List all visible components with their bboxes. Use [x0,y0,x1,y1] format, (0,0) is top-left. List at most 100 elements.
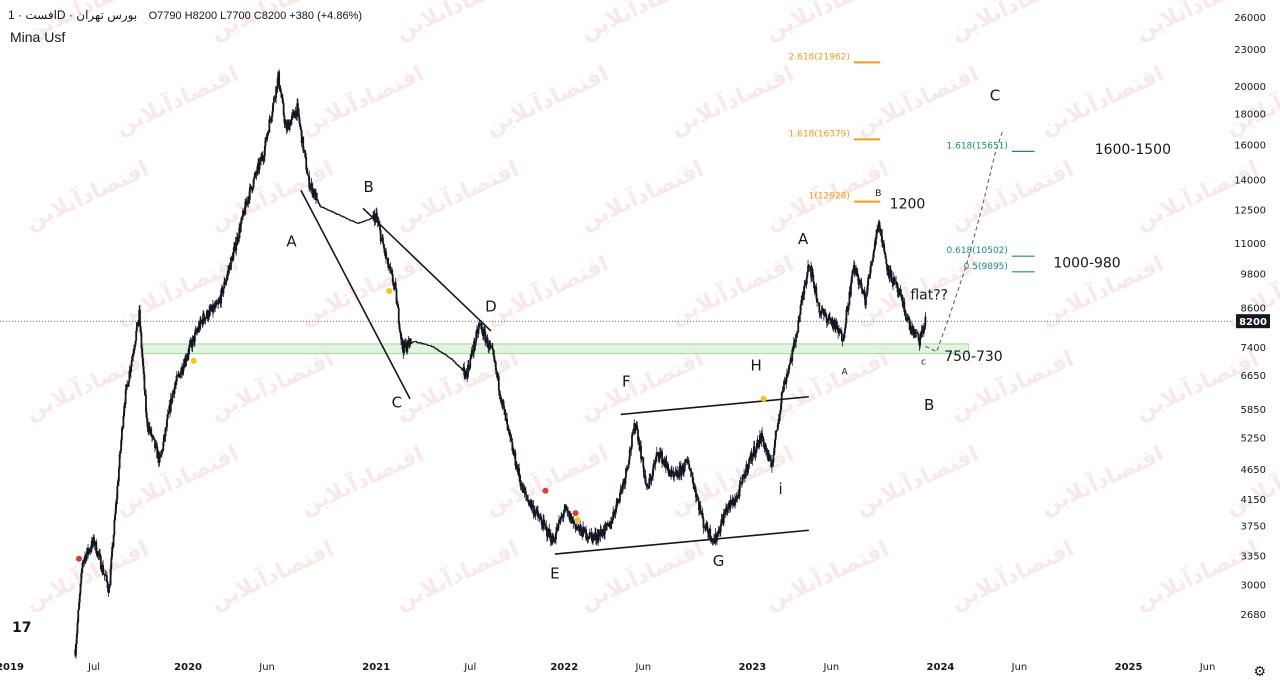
candle-body [806,272,809,279]
candle-body [527,499,530,501]
candle-body [468,367,471,369]
candle-body [288,122,291,130]
price-tag-label: 8200 [1239,317,1267,328]
candle-body [772,454,775,463]
candle-body [467,364,469,377]
candle-body [475,331,478,342]
candle-body [283,115,286,124]
candle-body [575,526,578,530]
candle-body [758,443,761,448]
candle-body [893,277,896,281]
candle-body [892,277,895,285]
settings-gear-icon[interactable]: ⚙ [1253,663,1266,679]
watermark-text: اقتصادآنلاین [391,0,523,45]
candle-body [141,348,144,358]
candle-body [463,367,466,376]
candle-body [444,354,447,355]
candle-body [631,434,633,448]
candle-body [254,172,257,175]
candle-body [741,474,744,484]
candle-body [536,509,539,512]
candle-body [648,478,651,488]
candle-body [266,132,269,136]
candle-body [372,214,375,219]
candle-body [364,220,367,222]
candle-body [158,455,161,463]
candle-body [523,488,526,493]
price-tick-label: 4650 [1241,465,1266,476]
candle-body [241,216,244,218]
candle-body [628,459,630,465]
candle-body [397,307,400,324]
price-axis[interactable]: 26000 23000 20000 18000 16000 14000 12500 11000… [1234,13,1266,621]
candle-body [485,340,487,343]
candle-body [467,364,470,368]
candle-body [530,500,533,508]
candle-body [426,344,429,346]
candle-body [722,512,725,524]
candle-body [238,227,241,239]
candle-body [481,327,484,334]
candle-body [452,359,454,361]
candle-body [903,301,906,313]
candle-body [455,362,457,364]
tradingview-logo-icon[interactable]: 17 [12,620,32,636]
time-tick-label: 2021 [362,662,390,673]
price-tick-label: 4150 [1241,495,1266,506]
candle-body [813,281,815,289]
candle-body [640,458,643,460]
candle-body [298,117,301,124]
candle-body [542,519,545,529]
candle-body [811,269,814,276]
candle-body [754,453,757,456]
candle-body [862,292,864,294]
candle-body [571,517,574,523]
candle-body [432,346,435,348]
candle-body [719,531,721,534]
candle-body [119,450,122,454]
candle-body [511,441,514,451]
candle-body [695,489,697,498]
candle-body [251,187,254,191]
candle-body [540,520,543,525]
candle-body [661,459,664,464]
candle-body [215,302,218,305]
candle-body [420,342,423,344]
candle-body [102,573,105,575]
time-axis[interactable]: 2019 Jul 2020 Jun 2021 Jul 2022 Jun 2023 Jun 2024 J… [0,662,1215,673]
candle-body [628,449,631,460]
candle-body [300,126,302,131]
candle-body [438,350,441,352]
candle-body [500,399,502,402]
candle-body [801,292,804,300]
watermark-text: اقتصادآنلاین [296,59,428,140]
candle-body [702,518,705,528]
candle-body [531,505,533,508]
candle-body [779,410,782,415]
candle-body [317,200,320,203]
candle-body [108,587,110,593]
candle-body [93,537,95,545]
candle-body [406,340,409,349]
candle-body [597,532,600,541]
time-tick-label: Jun [258,662,275,673]
candle-body [75,644,77,656]
candle-body [856,268,858,275]
candle-body [270,116,273,120]
symbol-title[interactable]: افست · 1D · بورس تهران [8,8,138,22]
candle-body [872,252,875,259]
candle-body [490,345,493,348]
candle-body [519,480,522,487]
candle-body [175,375,178,382]
candle-body [555,532,557,540]
candle-body [637,429,639,441]
candle-body [218,300,220,304]
candle-body [815,286,818,299]
candle-body [392,282,395,286]
projection-path [925,131,1004,353]
candle-body [874,238,877,241]
candle-body [114,513,117,520]
signal-marker [190,357,197,364]
candle-body [357,222,360,224]
